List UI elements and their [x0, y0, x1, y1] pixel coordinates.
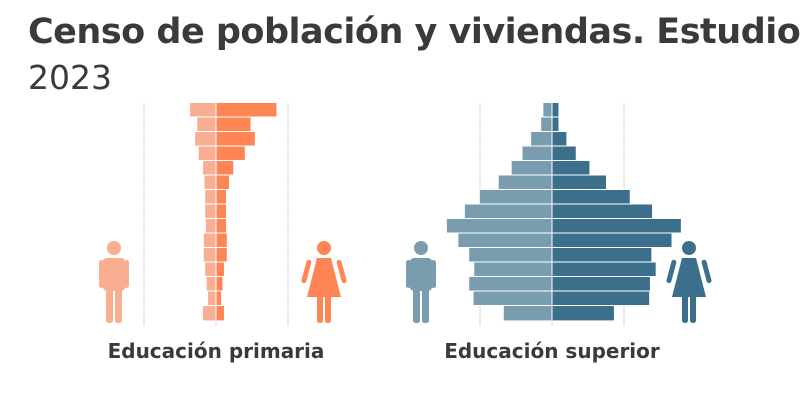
- bar-men: [195, 132, 216, 147]
- bar-women: [216, 103, 277, 118]
- bar-women: [552, 175, 606, 190]
- bar-women: [552, 262, 656, 277]
- bar-women: [552, 233, 672, 248]
- bar-women: [216, 190, 227, 205]
- bar-women: [216, 204, 227, 219]
- bar-women: [216, 132, 255, 147]
- pyramid-superior: Educación superior: [352, 103, 752, 363]
- bar-women: [216, 219, 227, 234]
- bar-women: [216, 262, 224, 277]
- bar-women: [216, 117, 251, 132]
- bar-men: [446, 219, 552, 234]
- bar-women: [552, 117, 559, 132]
- woman-icon: [666, 241, 712, 323]
- bar-men: [205, 204, 216, 219]
- bar-men: [469, 248, 552, 263]
- bar-women: [216, 233, 227, 248]
- bar-men: [469, 277, 552, 292]
- bar-women: [552, 190, 630, 205]
- bar-men: [205, 190, 216, 205]
- bar-women: [216, 146, 245, 161]
- bar-men: [531, 132, 552, 147]
- bar-men: [480, 190, 552, 205]
- pyramid-label-primaria: Educación primaria: [108, 339, 325, 363]
- bar-men: [503, 306, 552, 321]
- bar-women: [552, 277, 650, 292]
- bar-men: [198, 146, 216, 161]
- bar-men: [203, 306, 216, 321]
- bar-men: [204, 175, 216, 190]
- bar-men: [458, 233, 552, 248]
- bar-men: [522, 146, 552, 161]
- bar-men: [203, 161, 216, 176]
- icons-primaria: [99, 241, 347, 323]
- bar-men: [208, 291, 216, 306]
- bar-men: [206, 277, 216, 292]
- bar-men: [464, 204, 552, 219]
- bar-women: [552, 146, 576, 161]
- pyramid-label-superior: Educación superior: [444, 339, 660, 363]
- bar-women: [216, 248, 227, 263]
- bar-women: [552, 204, 653, 219]
- bar-women: [552, 132, 567, 147]
- man-icon: [406, 241, 436, 323]
- chart-subtitle: 2023: [28, 58, 112, 97]
- bar-women: [216, 291, 222, 306]
- bar-women: [552, 248, 652, 263]
- bars-superior: [352, 103, 752, 321]
- bars-primaria: [16, 103, 416, 321]
- bar-men: [203, 233, 216, 248]
- bar-women: [552, 306, 614, 321]
- icons-superior: [406, 241, 712, 323]
- man-icon: [99, 241, 129, 323]
- bar-men: [197, 117, 216, 132]
- bar-women: [216, 277, 223, 292]
- chart-title: Censo de población y viviendas. Estudios: [28, 12, 801, 52]
- woman-icon: [301, 241, 347, 323]
- pyramid-primaria: Educación primaria: [16, 103, 416, 363]
- bar-women: [552, 219, 681, 234]
- bar-women: [216, 161, 234, 176]
- bar-men: [205, 219, 216, 234]
- bar-women: [216, 306, 224, 321]
- bar-men: [190, 103, 216, 118]
- bar-men: [543, 103, 552, 118]
- bar-men: [511, 161, 552, 176]
- bar-men: [541, 117, 552, 132]
- bar-men: [474, 262, 552, 277]
- bar-men: [498, 175, 552, 190]
- bar-men: [473, 291, 552, 306]
- bar-women: [552, 291, 650, 306]
- bar-women: [216, 175, 229, 190]
- bar-women: [552, 103, 559, 118]
- bar-men: [203, 248, 216, 263]
- bar-women: [552, 161, 590, 176]
- bar-men: [205, 262, 216, 277]
